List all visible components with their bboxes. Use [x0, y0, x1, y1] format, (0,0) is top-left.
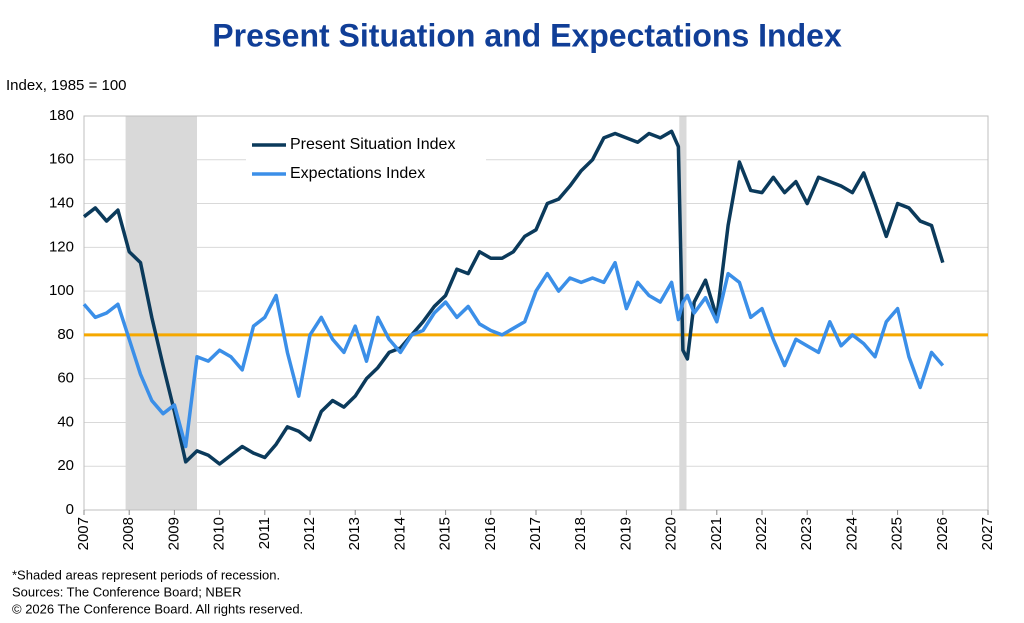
series-line — [82, 129, 945, 466]
x-tick-label: 2026 — [934, 517, 951, 550]
plot-frame — [83, 115, 989, 511]
series-line — [82, 260, 945, 449]
x-tick-label: 2016 — [482, 517, 499, 550]
y-tick-label: 40 — [57, 413, 74, 430]
x-tick-label: 2023 — [798, 517, 815, 550]
x-tick-label: 2009 — [165, 517, 182, 550]
x-tick-label: 2008 — [120, 517, 137, 550]
x-tick-label: 2022 — [753, 517, 770, 550]
y-tick-label: 0 — [66, 501, 74, 518]
y-tick-label: 120 — [49, 238, 74, 255]
footnote: *Shaded areas represent periods of reces… — [12, 567, 280, 582]
y-tick-label: 60 — [57, 370, 74, 387]
x-tick-label: 2010 — [211, 517, 228, 550]
footnote: Sources: The Conference Board; NBER — [12, 584, 242, 599]
x-tick-label: 2020 — [663, 517, 680, 550]
x-tick-label: 2017 — [527, 517, 544, 550]
x-tick-label: 2027 — [979, 517, 996, 550]
recession-band — [125, 116, 197, 510]
y-tick-label: 20 — [57, 457, 74, 474]
x-tick-label: 2025 — [889, 517, 906, 550]
footnote: © 2026 The Conference Board. All rights … — [12, 601, 303, 616]
legend-label: Present Situation Index — [290, 136, 455, 153]
y-tick-label: 100 — [49, 282, 74, 299]
y-tick-label: 180 — [49, 107, 74, 124]
x-tick-label: 2021 — [708, 517, 725, 550]
x-tick-label: 2019 — [617, 517, 634, 550]
x-tick-label: 2014 — [391, 517, 408, 550]
x-tick-label: 2007 — [75, 517, 92, 550]
chart-title: Present Situation and Expectations Index — [212, 17, 842, 53]
legend-box — [246, 130, 486, 192]
x-tick-label: 2012 — [301, 517, 318, 550]
x-tick-label: 2024 — [843, 517, 860, 550]
x-tick-label: 2018 — [572, 517, 589, 550]
x-tick-label: 2011 — [256, 517, 273, 549]
y-axis-label: Index, 1985 = 100 — [6, 77, 127, 94]
x-tick-label: 2015 — [437, 517, 454, 550]
y-tick-label: 80 — [57, 326, 74, 343]
y-tick-label: 160 — [49, 151, 74, 168]
x-tick-label: 2013 — [346, 517, 363, 550]
y-tick-label: 140 — [49, 195, 74, 212]
legend-label: Expectations Index — [290, 165, 425, 182]
